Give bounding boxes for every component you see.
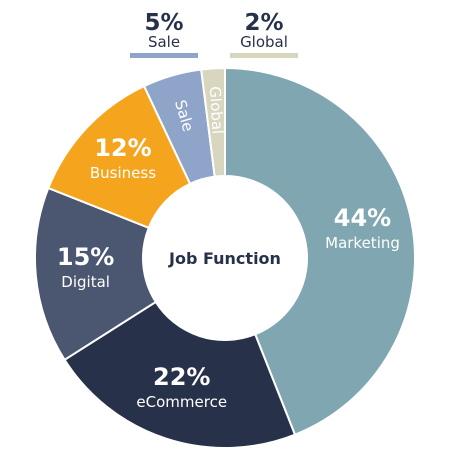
slice-label-digital: Digital [61,273,110,291]
slice-value-business: 12% [94,134,151,162]
slice-ecommerce [63,300,297,449]
callout-label-sale: Sale [148,33,180,51]
callout-swatch-sale [130,53,198,58]
callout-value-global: 2% [244,10,283,36]
slice-marketing [224,66,416,436]
slice-value-ecommerce: 22% [153,363,210,391]
slice-label-ecommerce: eCommerce [136,393,227,411]
callout-swatch-global [230,53,298,58]
slice-global [200,66,226,178]
slice-digital [34,186,158,362]
slice-value-digital: 15% [57,243,114,271]
callout-label-global: Global [240,33,288,51]
slice-value-marketing: 44% [334,204,391,232]
callout-value-sale: 5% [144,10,183,36]
slice-label-global: Global [206,86,227,135]
slice-label-business: Business [90,164,156,182]
center-title: Job Function [168,249,281,268]
slice-label-marketing: Marketing [325,234,400,252]
